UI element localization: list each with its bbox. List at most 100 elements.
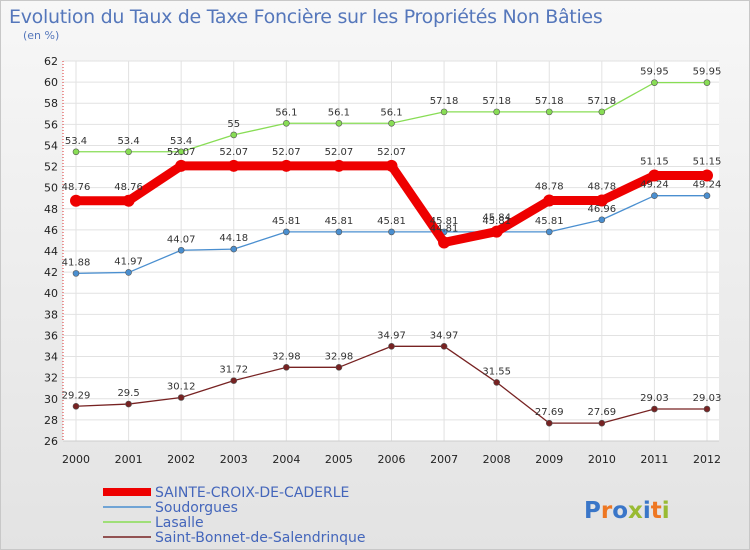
data-point (72, 402, 80, 410)
data-label: 51.15 (693, 157, 722, 168)
data-label: 49.24 (640, 180, 669, 191)
data-label: 46.96 (588, 204, 617, 215)
data-label: 53.4 (117, 136, 139, 147)
data-label: 48.78 (535, 182, 564, 193)
data-label: 52.07 (167, 147, 196, 158)
logo-letter: i (662, 498, 670, 524)
data-label: 45.81 (272, 216, 301, 227)
logo-letter: P (584, 498, 601, 524)
data-point (545, 419, 553, 427)
data-label: 45.81 (377, 216, 406, 227)
data-point (648, 169, 661, 182)
data-point (598, 108, 606, 116)
logo-letter: t (651, 498, 662, 524)
x-tick-label: 2012 (693, 453, 721, 466)
data-point (438, 236, 451, 249)
x-tick-label: 2009 (535, 453, 563, 466)
data-label: 29.5 (117, 388, 139, 399)
data-point (388, 119, 395, 127)
data-point (332, 159, 345, 172)
y-tick-label: 38 (44, 308, 58, 321)
data-point (595, 194, 608, 207)
data-label: 52.07 (377, 147, 406, 158)
proxiti-logo: Proxiti (584, 498, 670, 524)
y-tick-label: 52 (44, 161, 58, 174)
data-point (283, 364, 290, 371)
data-point (72, 270, 80, 277)
data-point (227, 159, 240, 172)
legend: SAINTE-CROIX-DE-CADERLESoudorguesLasalle… (103, 485, 366, 546)
data-label: 32.98 (272, 351, 301, 362)
data-point (545, 108, 553, 116)
data-label: 45.81 (482, 216, 511, 227)
y-tick-label: 30 (44, 393, 58, 406)
data-label: 45.84 (482, 213, 511, 224)
data-label: 27.69 (535, 407, 564, 418)
data-label: 45.81 (430, 216, 459, 227)
data-label: 57.18 (535, 96, 564, 107)
data-label: 52.07 (272, 147, 301, 158)
data-label: 32.98 (325, 351, 354, 362)
data-label: 55 (227, 119, 240, 130)
data-label: 31.55 (482, 366, 511, 377)
x-tick-label: 2005 (325, 453, 353, 466)
data-point (703, 405, 711, 413)
data-point (177, 394, 185, 401)
data-point (385, 159, 398, 172)
logo-letter: i (643, 498, 651, 524)
data-label: 44.81 (430, 223, 459, 234)
data-point (72, 148, 80, 156)
data-point (545, 228, 553, 236)
data-label: 44.18 (219, 233, 248, 244)
x-tick-label: 2006 (378, 453, 406, 466)
data-point (701, 169, 713, 182)
x-tick-label: 2008 (483, 453, 511, 466)
data-point (335, 119, 343, 127)
data-label: 34.97 (377, 330, 406, 341)
data-label: 49.24 (693, 180, 722, 191)
data-label: 31.72 (219, 365, 248, 376)
series-lines (70, 79, 713, 427)
data-label: 41.88 (62, 257, 91, 268)
data-label: 59.95 (693, 67, 722, 78)
y-tick-label: 34 (44, 351, 58, 364)
legend-label: Saint-Bonnet-de-Salendrinque (155, 530, 366, 546)
data-point (335, 364, 343, 371)
data-point (125, 400, 132, 408)
unit-label: (en %) (23, 29, 60, 42)
data-label: 27.69 (588, 407, 617, 418)
y-tick-label: 36 (44, 329, 58, 342)
data-label: 59.95 (640, 67, 669, 78)
data-point (70, 194, 82, 207)
y-tick-label: 56 (44, 118, 58, 131)
data-point (122, 194, 135, 207)
data-label: 45.81 (325, 216, 354, 227)
x-tick-label: 2003 (220, 453, 248, 466)
data-label: 56.1 (328, 107, 350, 118)
data-point (651, 79, 658, 86)
data-label: 30.12 (167, 382, 196, 393)
y-tick-label: 62 (44, 55, 58, 68)
x-tick-label: 2004 (272, 453, 300, 466)
data-point (440, 343, 448, 350)
y-tick-label: 42 (44, 266, 58, 279)
chart-title: Evolution du Taux de Taxe Foncière sur l… (9, 6, 603, 28)
data-label: 44.07 (167, 234, 196, 245)
y-tick-label: 46 (44, 224, 58, 237)
data-label: 51.15 (640, 157, 669, 168)
data-point (230, 377, 238, 384)
x-tick-label: 2010 (588, 453, 616, 466)
data-point (651, 192, 658, 199)
legend-label: SAINTE-CROIX-DE-CADERLE (155, 485, 349, 501)
legend-label: Lasalle (155, 515, 204, 531)
data-point (177, 148, 185, 156)
data-point (703, 192, 711, 199)
data-point (651, 405, 658, 413)
x-tick-label: 2011 (640, 453, 668, 466)
data-point (543, 194, 556, 207)
x-tick-label: 2002 (167, 453, 195, 466)
logo-letter: r (601, 498, 613, 524)
data-point (125, 148, 132, 156)
